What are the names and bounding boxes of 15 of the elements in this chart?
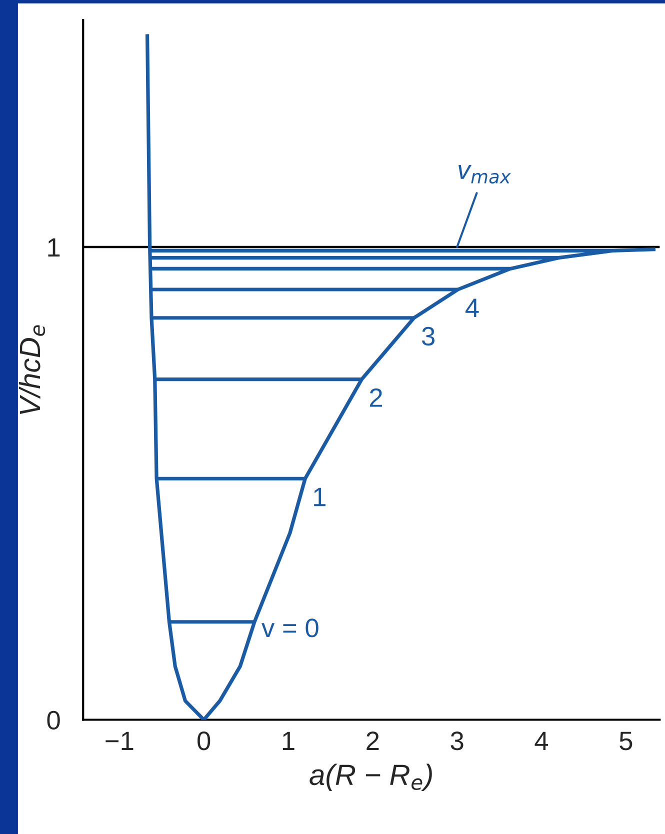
annotation: 4: [465, 298, 479, 317]
x-tick-label: 5: [620, 732, 632, 750]
x-tick-label: 4: [534, 732, 548, 750]
x-tick-label: −1: [106, 732, 134, 750]
x-axis-title: a(R − R$_{e}$): [310, 764, 432, 791]
x-tick-label: 2: [366, 732, 379, 750]
annotation: 2: [370, 388, 382, 407]
annotation: 1: [314, 488, 326, 506]
annotation: v$_{max}$: [458, 164, 511, 184]
x-tick-label: 1: [282, 732, 294, 750]
x-tick-label: 3: [450, 732, 464, 750]
y-axis-title: V/hcD$_{e}$: [18, 325, 46, 414]
annotation: 3: [422, 326, 434, 346]
x-tick-label: 0: [198, 732, 210, 750]
annotation: v = 0: [262, 618, 318, 638]
